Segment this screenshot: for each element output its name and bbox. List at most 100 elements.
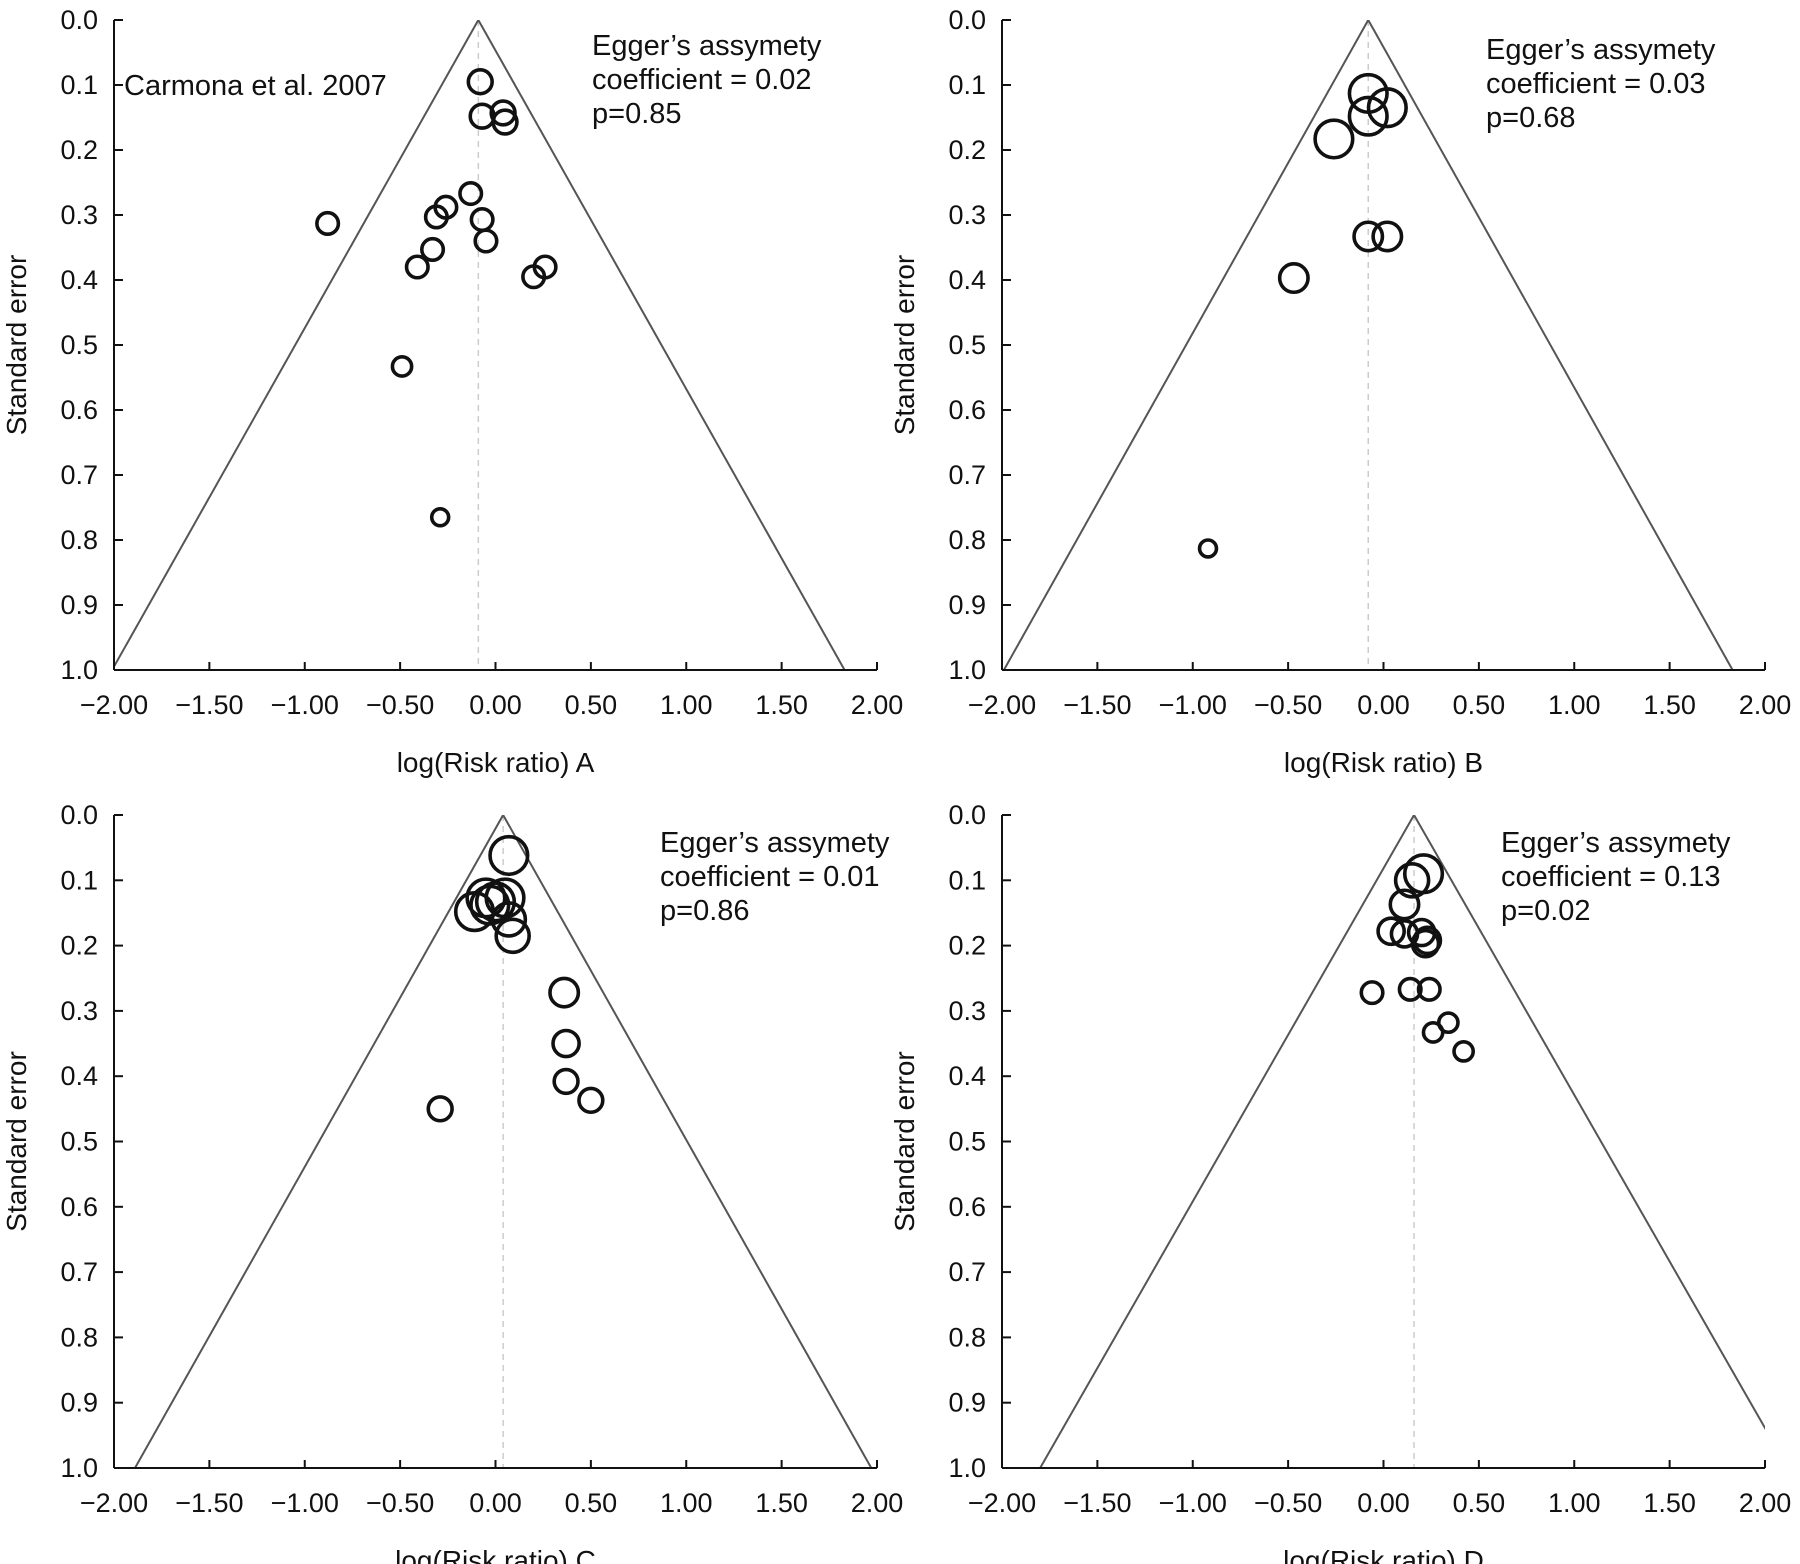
- x-tick-label-c: 2.00: [851, 1488, 904, 1518]
- y-tick-label-d: 0.5: [948, 1127, 986, 1157]
- study-point-c: [490, 901, 528, 938]
- x-tick-label-b: −2.00: [968, 690, 1036, 720]
- egger-annotation-d: Egger’s assymety coefficient = 0.13 p=0.02: [1501, 827, 1731, 927]
- y-tick-label-a: 0.8: [60, 525, 98, 555]
- funnel-left-line-a: [114, 20, 480, 669]
- panel-d: 0.0 0.1 0.2 0.3 0.4 0.5 0.6 0.7 0.8 0.9 1.0 −2.00 −1…: [889, 800, 1791, 1564]
- y-tick-label-a: 0.3: [60, 200, 98, 230]
- egger-annotation-line: coefficient = 0.03: [1486, 68, 1706, 100]
- x-tick-label-a: −1.50: [175, 690, 243, 720]
- y-tick-label-c: 0.2: [60, 931, 98, 961]
- y-tick-label-a: 0.4: [60, 265, 98, 295]
- y-tick-label-b: 0.2: [948, 135, 986, 165]
- point-label-a: Carmona et al. 2007: [124, 70, 387, 102]
- study-point-a: [390, 355, 414, 378]
- study-point-c: [577, 1086, 605, 1115]
- study-point-a: [420, 236, 446, 262]
- egger-annotation-line: Egger’s assymety: [1486, 34, 1716, 66]
- y-tick-label-b: 0.3: [948, 200, 986, 230]
- y-tick-label-d: 0.8: [948, 1322, 986, 1352]
- study-point-a: [521, 264, 547, 290]
- y-tick-label-c: 0.8: [60, 1322, 98, 1352]
- study-point-b: [1366, 87, 1408, 129]
- x-tick-label-a: 0.50: [565, 690, 618, 720]
- study-point-a: [429, 506, 451, 528]
- study-point-c: [548, 976, 581, 1009]
- x-tick-label-c: 1.00: [660, 1488, 713, 1518]
- y-tick-label-b: 0.4: [948, 265, 986, 295]
- x-tick-label-b: 0.50: [1453, 690, 1506, 720]
- y-tick-label-d: 0.4: [948, 1061, 986, 1091]
- x-tick-label-d: −1.50: [1063, 1488, 1131, 1518]
- study-point-d: [1402, 853, 1445, 895]
- study-point-d: [1376, 916, 1406, 947]
- funnel-left-line-d: [1039, 815, 1415, 1468]
- y-axis-title-b: Standard error: [889, 255, 920, 436]
- y-axis-title-a: Standard error: [1, 255, 32, 436]
- study-point-c: [488, 834, 530, 877]
- funnel-left-line-b: [1003, 20, 1370, 670]
- y-tick-label-c: 0.1: [60, 865, 98, 895]
- x-tick-label-d: 1.50: [1643, 1488, 1696, 1518]
- y-tick-label-c: 0.9: [60, 1388, 98, 1418]
- x-axis-title-c: log(Risk ratio) C: [395, 1545, 596, 1564]
- x-tick-label-c: 1.50: [755, 1488, 808, 1518]
- funnel-right-line-c: [502, 815, 873, 1468]
- y-axis-title-d: Standard error: [889, 1051, 920, 1232]
- study-point-c: [494, 917, 531, 955]
- egger-annotation-c: Egger’s assymety coefficient = 0.01 p=0.86: [660, 827, 890, 927]
- x-tick-label-a: 1.00: [660, 690, 713, 720]
- study-point-c: [474, 881, 517, 923]
- y-tick-label-b: 0.0: [948, 5, 986, 35]
- study-point-c: [426, 1095, 454, 1123]
- x-axis-title-d: log(Risk ratio) D: [1283, 1545, 1484, 1564]
- y-tick-label-a: 0.1: [60, 70, 98, 100]
- egger-annotation-line: p=0.68: [1486, 102, 1576, 134]
- study-point-d: [1397, 976, 1423, 1002]
- study-point-b: [1277, 262, 1310, 295]
- funnel-right-line-a: [477, 20, 846, 670]
- y-tick-label-d: 0.2: [948, 931, 986, 961]
- y-tick-label-b: 0.8: [948, 525, 986, 555]
- egger-annotation-line: Egger’s assymety: [660, 827, 890, 859]
- x-tick-label-c: 0.50: [565, 1488, 618, 1518]
- x-tick-label-a: −2.00: [80, 690, 148, 720]
- egger-annotation-line: p=0.85: [592, 98, 682, 130]
- x-tick-label-d: 0.00: [1357, 1488, 1410, 1518]
- study-point-b: [1313, 118, 1355, 160]
- y-tick-label-d: 0.9: [948, 1388, 986, 1418]
- y-tick-label-d: 0.6: [948, 1192, 986, 1222]
- egger-annotation-line: Egger’s assymety: [592, 30, 822, 62]
- y-tick-label-c: 0.6: [60, 1192, 98, 1222]
- y-tick-label-a: 0.5: [60, 330, 98, 360]
- x-tick-label-d: −1.00: [1159, 1488, 1227, 1518]
- study-point-d: [1359, 980, 1385, 1006]
- x-tick-label-d: −0.50: [1254, 1488, 1322, 1518]
- egger-annotation-line: coefficient = 0.13: [1501, 861, 1721, 893]
- egger-annotation-a: Egger’s assymety coefficient = 0.02 p=0.85: [592, 30, 822, 130]
- x-axis-title-a: log(Risk ratio) A: [397, 747, 595, 778]
- y-tick-label-c: 0.7: [60, 1257, 98, 1287]
- x-tick-label-a: −1.00: [271, 690, 339, 720]
- study-point-b: [1197, 538, 1219, 559]
- y-tick-label-a: 0.6: [60, 395, 98, 425]
- study-point-d: [1410, 928, 1441, 959]
- x-tick-label-c: −0.50: [366, 1488, 434, 1518]
- x-tick-label-b: −1.50: [1063, 690, 1131, 720]
- y-tick-label-b: 0.9: [948, 590, 986, 620]
- x-tick-label-a: −0.50: [366, 690, 434, 720]
- x-tick-label-c: −1.50: [175, 1488, 243, 1518]
- x-tick-label-d: −2.00: [968, 1488, 1036, 1518]
- study-point-d: [1421, 1021, 1445, 1044]
- x-tick-label-c: −1.00: [271, 1488, 339, 1518]
- study-point-a: [466, 68, 494, 96]
- y-tick-label-d: 1.0: [948, 1453, 986, 1483]
- y-tick-label-b: 1.0: [948, 655, 986, 685]
- study-point-d: [1416, 976, 1442, 1002]
- study-point-d: [1452, 1039, 1476, 1063]
- y-tick-label-a: 0.7: [60, 460, 98, 490]
- x-tick-label-d: 0.50: [1453, 1488, 1506, 1518]
- study-point-a: [404, 254, 430, 280]
- y-tick-label-c: 0.5: [60, 1127, 98, 1157]
